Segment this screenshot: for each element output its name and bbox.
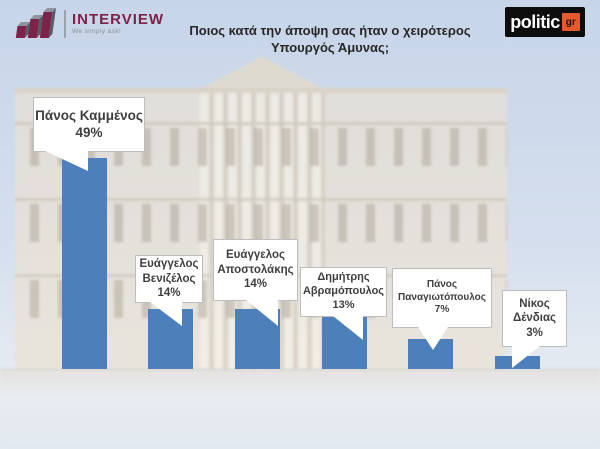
callout-label: Πάνος Παναγιωτόπουλος 7% (392, 268, 492, 328)
parliament-roofline (15, 88, 507, 94)
callout-name-line: Δημήτρης (317, 271, 370, 284)
callout-value: 3% (526, 326, 543, 339)
callout-label: Νίκος Δένδιας 3% (502, 290, 567, 347)
title-line-1: Ποιος κατά την άποψη σας ήταν ο χειρότερ… (189, 23, 471, 38)
callout-label: Δημήτρης Αβραμόπουλος 13% (300, 267, 387, 317)
callout-name-line: Ευάγγελος (139, 258, 199, 271)
callout-label: Ευάγγελος Βενιζέλος 14% (135, 255, 203, 303)
callout-label: Ευάγγελος Αποστολάκης 14% (213, 239, 298, 301)
chart-bar (148, 309, 193, 369)
poll-question-title: Ποιος κατά την άποψη σας ήταν ο χειρότερ… (160, 23, 500, 57)
interview-bar-chart-icon (15, 8, 56, 38)
callout-name-line: Δένδιας (512, 312, 557, 325)
politic-logo-text: politic (510, 12, 560, 32)
callout-name-line: Αβραμόπουλος (302, 285, 385, 298)
callout-value: 14% (157, 287, 181, 300)
title-line-2: Υπουργός Άμυνας; (270, 39, 390, 55)
callout-name-line: Πάνος Καμμένος (35, 107, 143, 123)
politic-gr-logo: politic gr (505, 7, 585, 37)
callout-value: 14% (243, 278, 268, 291)
interview-logo: INTERVIEW We simply ask! (12, 8, 164, 40)
callout-name-line: Παναγιωτόπουλος (398, 291, 486, 303)
callout-value: 7% (434, 304, 450, 316)
parliament-pediment (198, 56, 326, 90)
interview-tagline: We simply ask! (72, 28, 122, 36)
callout-name-line: Αποστολάκης (217, 263, 294, 276)
callout-label: Πάνος Καμμένος 49% (33, 97, 145, 152)
interview-logo-text: INTERVIEW (72, 11, 165, 29)
parliament-forecourt (0, 369, 600, 449)
callout-name-line: Βενιζέλος (142, 272, 196, 285)
chart-bar (62, 158, 107, 369)
callout-value: 49% (75, 124, 103, 140)
callout-name-line: Ευάγγελος (226, 249, 285, 262)
logo-divider (64, 10, 66, 38)
callout-name-line: Νίκος (519, 297, 550, 310)
politic-gr-badge: gr (561, 13, 580, 31)
callout-name-line: Πάνος (426, 279, 458, 291)
callout-value: 13% (332, 298, 355, 311)
